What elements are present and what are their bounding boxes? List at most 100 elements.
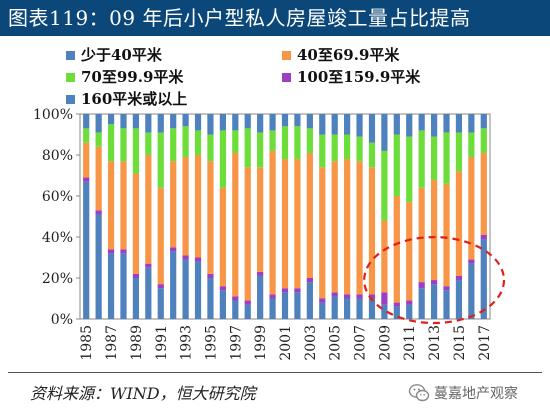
legend-label: 100至159.9平米 bbox=[297, 68, 421, 86]
bar-segment bbox=[381, 114, 388, 151]
legend: 少于40平米 40至69.9平米 70至99.9平米 100至159.9平米 160平米… bbox=[66, 46, 421, 108]
bar-segment bbox=[443, 290, 450, 319]
bar-segment bbox=[443, 286, 450, 291]
x-tick-label: 2001 bbox=[278, 325, 294, 361]
bar-segment bbox=[381, 292, 388, 305]
x-tick-label: 1997 bbox=[228, 325, 244, 361]
stacked-bar-chart: 少于40平米 40至69.9平米 70至99.9平米 100至159.9平米 160平米… bbox=[33, 46, 506, 361]
highlight-ellipse bbox=[363, 236, 506, 325]
source-note: 资料来源：WIND，恒大研究院 bbox=[30, 384, 256, 403]
bar-segment bbox=[294, 126, 301, 160]
bar-segment bbox=[331, 296, 338, 319]
bar-segment bbox=[257, 167, 264, 272]
bar-segment bbox=[455, 171, 463, 276]
bar-segment bbox=[443, 132, 450, 184]
bar-segment bbox=[120, 249, 127, 254]
bar-segment bbox=[356, 298, 363, 319]
bar-segment bbox=[257, 132, 264, 168]
bar-segment bbox=[120, 114, 127, 129]
bar-segment bbox=[468, 132, 475, 158]
bar-segment bbox=[120, 128, 127, 162]
bar-segment bbox=[182, 126, 189, 158]
bar-segment bbox=[418, 130, 425, 188]
bar-segment bbox=[257, 271, 264, 276]
bar-segment bbox=[182, 255, 189, 260]
bar-segment bbox=[418, 288, 425, 319]
bar-segment bbox=[244, 114, 251, 129]
bar-segment bbox=[194, 130, 202, 155]
x-tick-label: 1987 bbox=[104, 325, 120, 361]
legend-label: 少于40平米 bbox=[80, 46, 163, 64]
bar-segment bbox=[430, 114, 438, 137]
bar-segment bbox=[406, 202, 413, 301]
bar-segment bbox=[207, 134, 214, 162]
bar-segment bbox=[145, 132, 152, 155]
bar-segment bbox=[344, 114, 351, 135]
bar-segment bbox=[170, 251, 177, 319]
x-tick-label: 2003 bbox=[303, 325, 319, 361]
bar-segment bbox=[281, 114, 289, 127]
bar-segment bbox=[95, 214, 102, 319]
bar-segment bbox=[95, 132, 102, 147]
bar-segment bbox=[182, 259, 189, 319]
y-tick-label: 60% bbox=[42, 189, 73, 205]
bar-segment bbox=[418, 282, 425, 289]
bar-segment bbox=[107, 253, 115, 319]
legend-swatch bbox=[282, 51, 291, 60]
bar-segment bbox=[443, 183, 450, 287]
bar-segment bbox=[368, 294, 376, 299]
bar-segment bbox=[232, 114, 239, 131]
bar-segment bbox=[83, 177, 90, 182]
bar-segment bbox=[194, 114, 202, 131]
plot-area: 0% 20% 40% 60% 80% 100% 1985 1987 1989 1991 1993 19… bbox=[33, 107, 506, 361]
bar-segment bbox=[294, 114, 301, 127]
x-tick-label: 2013 bbox=[427, 325, 443, 361]
bar-segment bbox=[281, 288, 289, 293]
bar-segment bbox=[269, 294, 276, 299]
bar-segment bbox=[194, 261, 202, 319]
bar-segment bbox=[430, 179, 438, 281]
y-tick-label: 0% bbox=[51, 312, 73, 328]
bar-segment bbox=[207, 273, 214, 278]
bar-segment bbox=[232, 130, 239, 153]
x-tick-label: 2015 bbox=[452, 325, 468, 361]
x-tick-label: 1995 bbox=[203, 325, 219, 361]
bar-segment bbox=[455, 114, 463, 133]
bar-segment bbox=[331, 134, 338, 162]
bar-segment bbox=[455, 132, 463, 172]
bar-segment bbox=[430, 284, 438, 319]
title-bar: 图表119：09 年后小户型私人房屋竣工量占比提高 bbox=[0, 0, 550, 36]
footer-divider bbox=[8, 372, 542, 373]
bar-segment bbox=[468, 263, 475, 319]
legend-label: 70至99.9平米 bbox=[81, 68, 184, 86]
bar-segment bbox=[207, 114, 214, 135]
bar-segment bbox=[145, 155, 152, 264]
bar-segment bbox=[393, 114, 400, 135]
bar-segment bbox=[182, 114, 189, 127]
bar-segment bbox=[269, 298, 276, 319]
bar-segment bbox=[480, 234, 487, 240]
bar-segment bbox=[281, 159, 289, 289]
bar-segment bbox=[319, 134, 326, 168]
bar-segment bbox=[319, 167, 326, 299]
bar-segment bbox=[107, 249, 115, 254]
bar-segment bbox=[468, 259, 475, 264]
legend-swatch bbox=[66, 51, 75, 60]
bar-segment bbox=[418, 187, 425, 283]
bar-segment bbox=[132, 173, 140, 274]
watermark-text: 蔓嘉地产观察 bbox=[434, 386, 518, 402]
bar-segment bbox=[132, 128, 140, 174]
bar-segment bbox=[418, 114, 425, 131]
bar-segment bbox=[232, 296, 239, 301]
bar-segment bbox=[95, 146, 102, 211]
bar-segment bbox=[83, 114, 90, 129]
x-tick-label: 2005 bbox=[328, 325, 344, 361]
bar-segment bbox=[306, 282, 313, 319]
bar-segment bbox=[381, 150, 388, 221]
bar-segment bbox=[182, 157, 189, 256]
bar-segment bbox=[157, 288, 164, 319]
bar-segment bbox=[132, 278, 140, 319]
bar-segment bbox=[294, 288, 301, 293]
bar-segment bbox=[468, 114, 475, 133]
bar-segment bbox=[244, 167, 251, 301]
